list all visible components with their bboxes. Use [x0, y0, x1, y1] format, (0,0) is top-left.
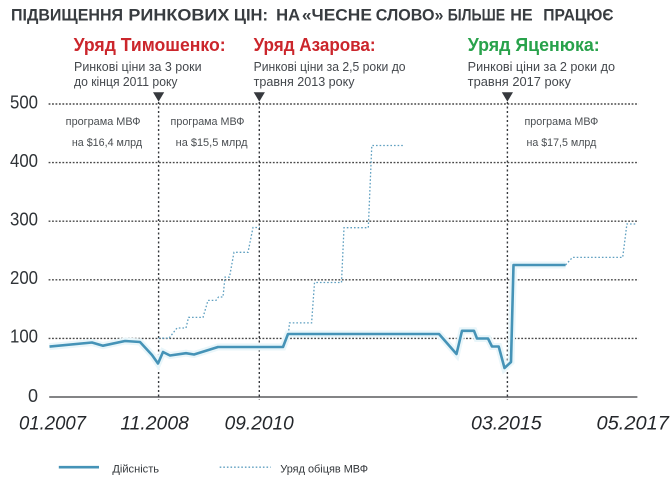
svg-text:на $15,5 млрд: на $15,5 млрд: [176, 137, 249, 149]
svg-text:Ринкові ціни за 3 роки: Ринкові ціни за 3 роки: [74, 60, 202, 74]
svg-text:ЦІН:: ЦІН:: [234, 6, 268, 24]
svg-text:Уряд Тимошенко:: Уряд Тимошенко:: [74, 35, 226, 55]
svg-text:Ринкові ціни за 2,5 роки до: Ринкові ціни за 2,5 роки до: [254, 60, 406, 74]
svg-text:БІЛЬШЕ: БІЛЬШЕ: [448, 6, 506, 24]
svg-text:200: 200: [10, 268, 38, 288]
svg-text:програма МВФ: програма МВФ: [66, 116, 141, 128]
svg-text:ПРАЦЮЄ: ПРАЦЮЄ: [543, 6, 614, 24]
svg-text:травня 2017 року: травня 2017 року: [468, 75, 572, 89]
svg-text:Ринкові ціни за 2 роки до: Ринкові ціни за 2 роки до: [468, 60, 615, 74]
svg-text:400: 400: [10, 151, 38, 171]
svg-text:НЕ: НЕ: [510, 6, 533, 24]
svg-text:Уряд Азарова:: Уряд Азарова:: [254, 35, 376, 55]
svg-text:100: 100: [10, 327, 38, 347]
svg-text:01.2007: 01.2007: [19, 413, 87, 434]
svg-text:500: 500: [10, 92, 38, 112]
svg-text:на $17,5 млрд: на $17,5 млрд: [527, 137, 597, 149]
svg-text:03.2015: 03.2015: [471, 413, 542, 434]
svg-text:НА: НА: [276, 6, 300, 24]
svg-text:Уряд обіцяв МВФ: Уряд обіцяв МВФ: [280, 464, 368, 476]
svg-text:11.2008: 11.2008: [120, 413, 189, 434]
svg-text:«ЧЕСНЕ: «ЧЕСНЕ: [302, 6, 372, 24]
svg-text:300: 300: [10, 210, 38, 230]
svg-text:програма МВФ: програма МВФ: [171, 116, 245, 128]
svg-text:до кінця 2011 року: до кінця 2011 року: [74, 75, 178, 89]
svg-text:травня 2013 року: травня 2013 року: [254, 75, 356, 89]
svg-text:Уряд Яценюка:: Уряд Яценюка:: [468, 35, 600, 55]
svg-text:0: 0: [28, 386, 38, 406]
svg-text:09.2010: 09.2010: [225, 413, 294, 434]
svg-text:ПІДВИЩЕННЯ: ПІДВИЩЕННЯ: [11, 6, 123, 24]
svg-text:СЛОВО»: СЛОВО»: [376, 6, 444, 24]
svg-text:програма МВФ: програма МВФ: [525, 116, 599, 128]
svg-text:на $16,4 млрд: на $16,4 млрд: [72, 137, 143, 149]
svg-text:РИНКОВИХ: РИНКОВИХ: [128, 6, 229, 24]
svg-text:Дійсність: Дійсність: [112, 464, 159, 476]
svg-text:05.2017: 05.2017: [597, 413, 671, 434]
